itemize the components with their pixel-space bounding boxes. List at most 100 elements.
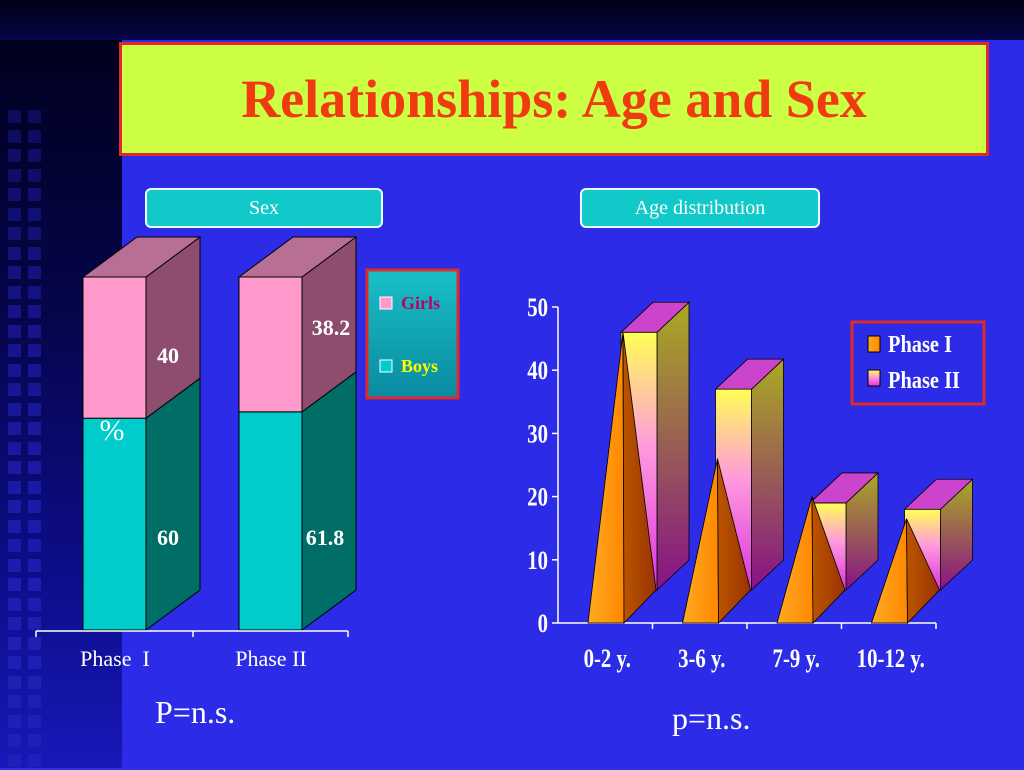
legend-label-phase-1: Phase I [888,330,952,357]
age-bar-phase-2-top [619,301,691,333]
decorative-square [28,246,41,260]
value-label-phase1-boys: 60 [157,525,179,550]
legend-swatch-boys [379,359,393,373]
decorative-square [8,363,21,377]
decorative-square [8,656,21,669]
age-panel-label: Age distribution [580,188,820,228]
decorative-square [28,753,41,767]
age-bar-phase-2-side [751,358,784,591]
decorative-square [8,285,21,299]
decorative-square [28,285,41,299]
age-x-tick-label: 3-6 y. [678,645,725,674]
decorative-square [8,441,21,455]
sex-bar-top-2 [237,236,358,278]
sex-bar-boys-2 [238,411,303,631]
decorative-square [28,734,41,747]
age-y-tick-label: 10 [527,547,548,576]
decorative-square [8,246,21,260]
decorative-square [28,675,41,689]
decorative-square [8,500,21,513]
sex-legend: Girls Boys [365,268,460,400]
decorative-square [28,714,41,728]
age-y-tick-label: 50 [527,294,548,323]
decorative-square [8,305,21,318]
decorative-square [28,129,41,143]
decorative-square [28,695,41,708]
decorative-square [28,324,41,338]
decorative-square [8,383,21,396]
decorative-square [8,422,21,435]
decorative-square [8,324,21,338]
decorative-square [8,149,21,162]
decorative-square [8,753,21,767]
age-bar-phase-2-top [808,472,880,504]
decorative-square [8,578,21,591]
decorative-square [8,461,21,474]
decorative-square [8,519,21,533]
decorative-square [28,656,41,669]
age-bar-phase-1-side [906,518,940,624]
decorative-square [28,149,41,162]
age-legend: Phase I Phase II [850,320,986,406]
decorative-square [28,558,41,572]
legend-swatch-girls [379,296,393,310]
decorative-square [28,383,41,396]
decorative-square [28,500,41,513]
age-y-tick-label: 30 [527,420,548,449]
decorative-square [8,188,21,201]
decorative-square [28,636,41,650]
decorative-square [8,129,21,143]
decorative-square [28,227,41,240]
decorative-square [8,227,21,240]
decorative-square [8,539,21,552]
background-top-band [0,0,1024,40]
legend-swatch-phase-2 [867,369,881,387]
sex-bar-girls-2 [238,276,303,413]
decorative-square [28,344,41,357]
age-x-tick-label: 10-12 y. [857,645,925,674]
sex-bar-top-1 [81,236,202,278]
decorative-square [28,597,41,611]
decorative-square [28,617,41,630]
decorative-square [8,266,21,279]
legend-swatch-phase-1 [867,335,881,353]
sex-footnote: P=n.s. [155,694,236,730]
decorative-square [28,441,41,455]
decorative-square [8,480,21,494]
decorative-square [8,558,21,572]
decorative-square [8,344,21,357]
decorative-square [28,578,41,591]
age-bar-phase-2-side [656,301,690,591]
decorative-square [28,207,41,221]
value-label-phase1-girls: 40 [157,343,179,368]
page-title: Relationships: Age and Sex [241,69,867,129]
decorative-square [8,675,21,689]
decorative-square [8,695,21,708]
age-y-tick-label: 40 [527,357,548,386]
decorative-square [28,422,41,435]
decorative-square [8,734,21,747]
sex-category-label-phase-2: Phase II [235,646,306,671]
age-bar-phase-1-side [717,458,751,624]
age-y-tick-label: 0 [538,610,548,639]
title-banner: Relationships: Age and Sex [119,42,989,156]
decorative-square [8,110,21,123]
decorative-square [28,480,41,494]
decorative-square [28,110,41,123]
decorative-square [8,402,21,416]
legend-label-phase-2: Phase II [888,366,960,393]
legend-label-boys: Boys [401,356,438,376]
decorative-square [28,168,41,182]
age-bar-phase-2-top [903,478,974,510]
sex-panel-label: Sex [145,188,383,228]
age-panel-label-text: Age distribution [634,196,766,219]
sex-bar-girls-1 [82,276,147,419]
age-bar-phase-1 [587,332,625,624]
decorative-square-column [0,110,41,770]
decorative-square [8,168,21,182]
sex-category-label-phase-1: Phase I [80,646,150,671]
percent-label: % [100,414,125,447]
legend-label-girls: Girls [401,293,440,313]
